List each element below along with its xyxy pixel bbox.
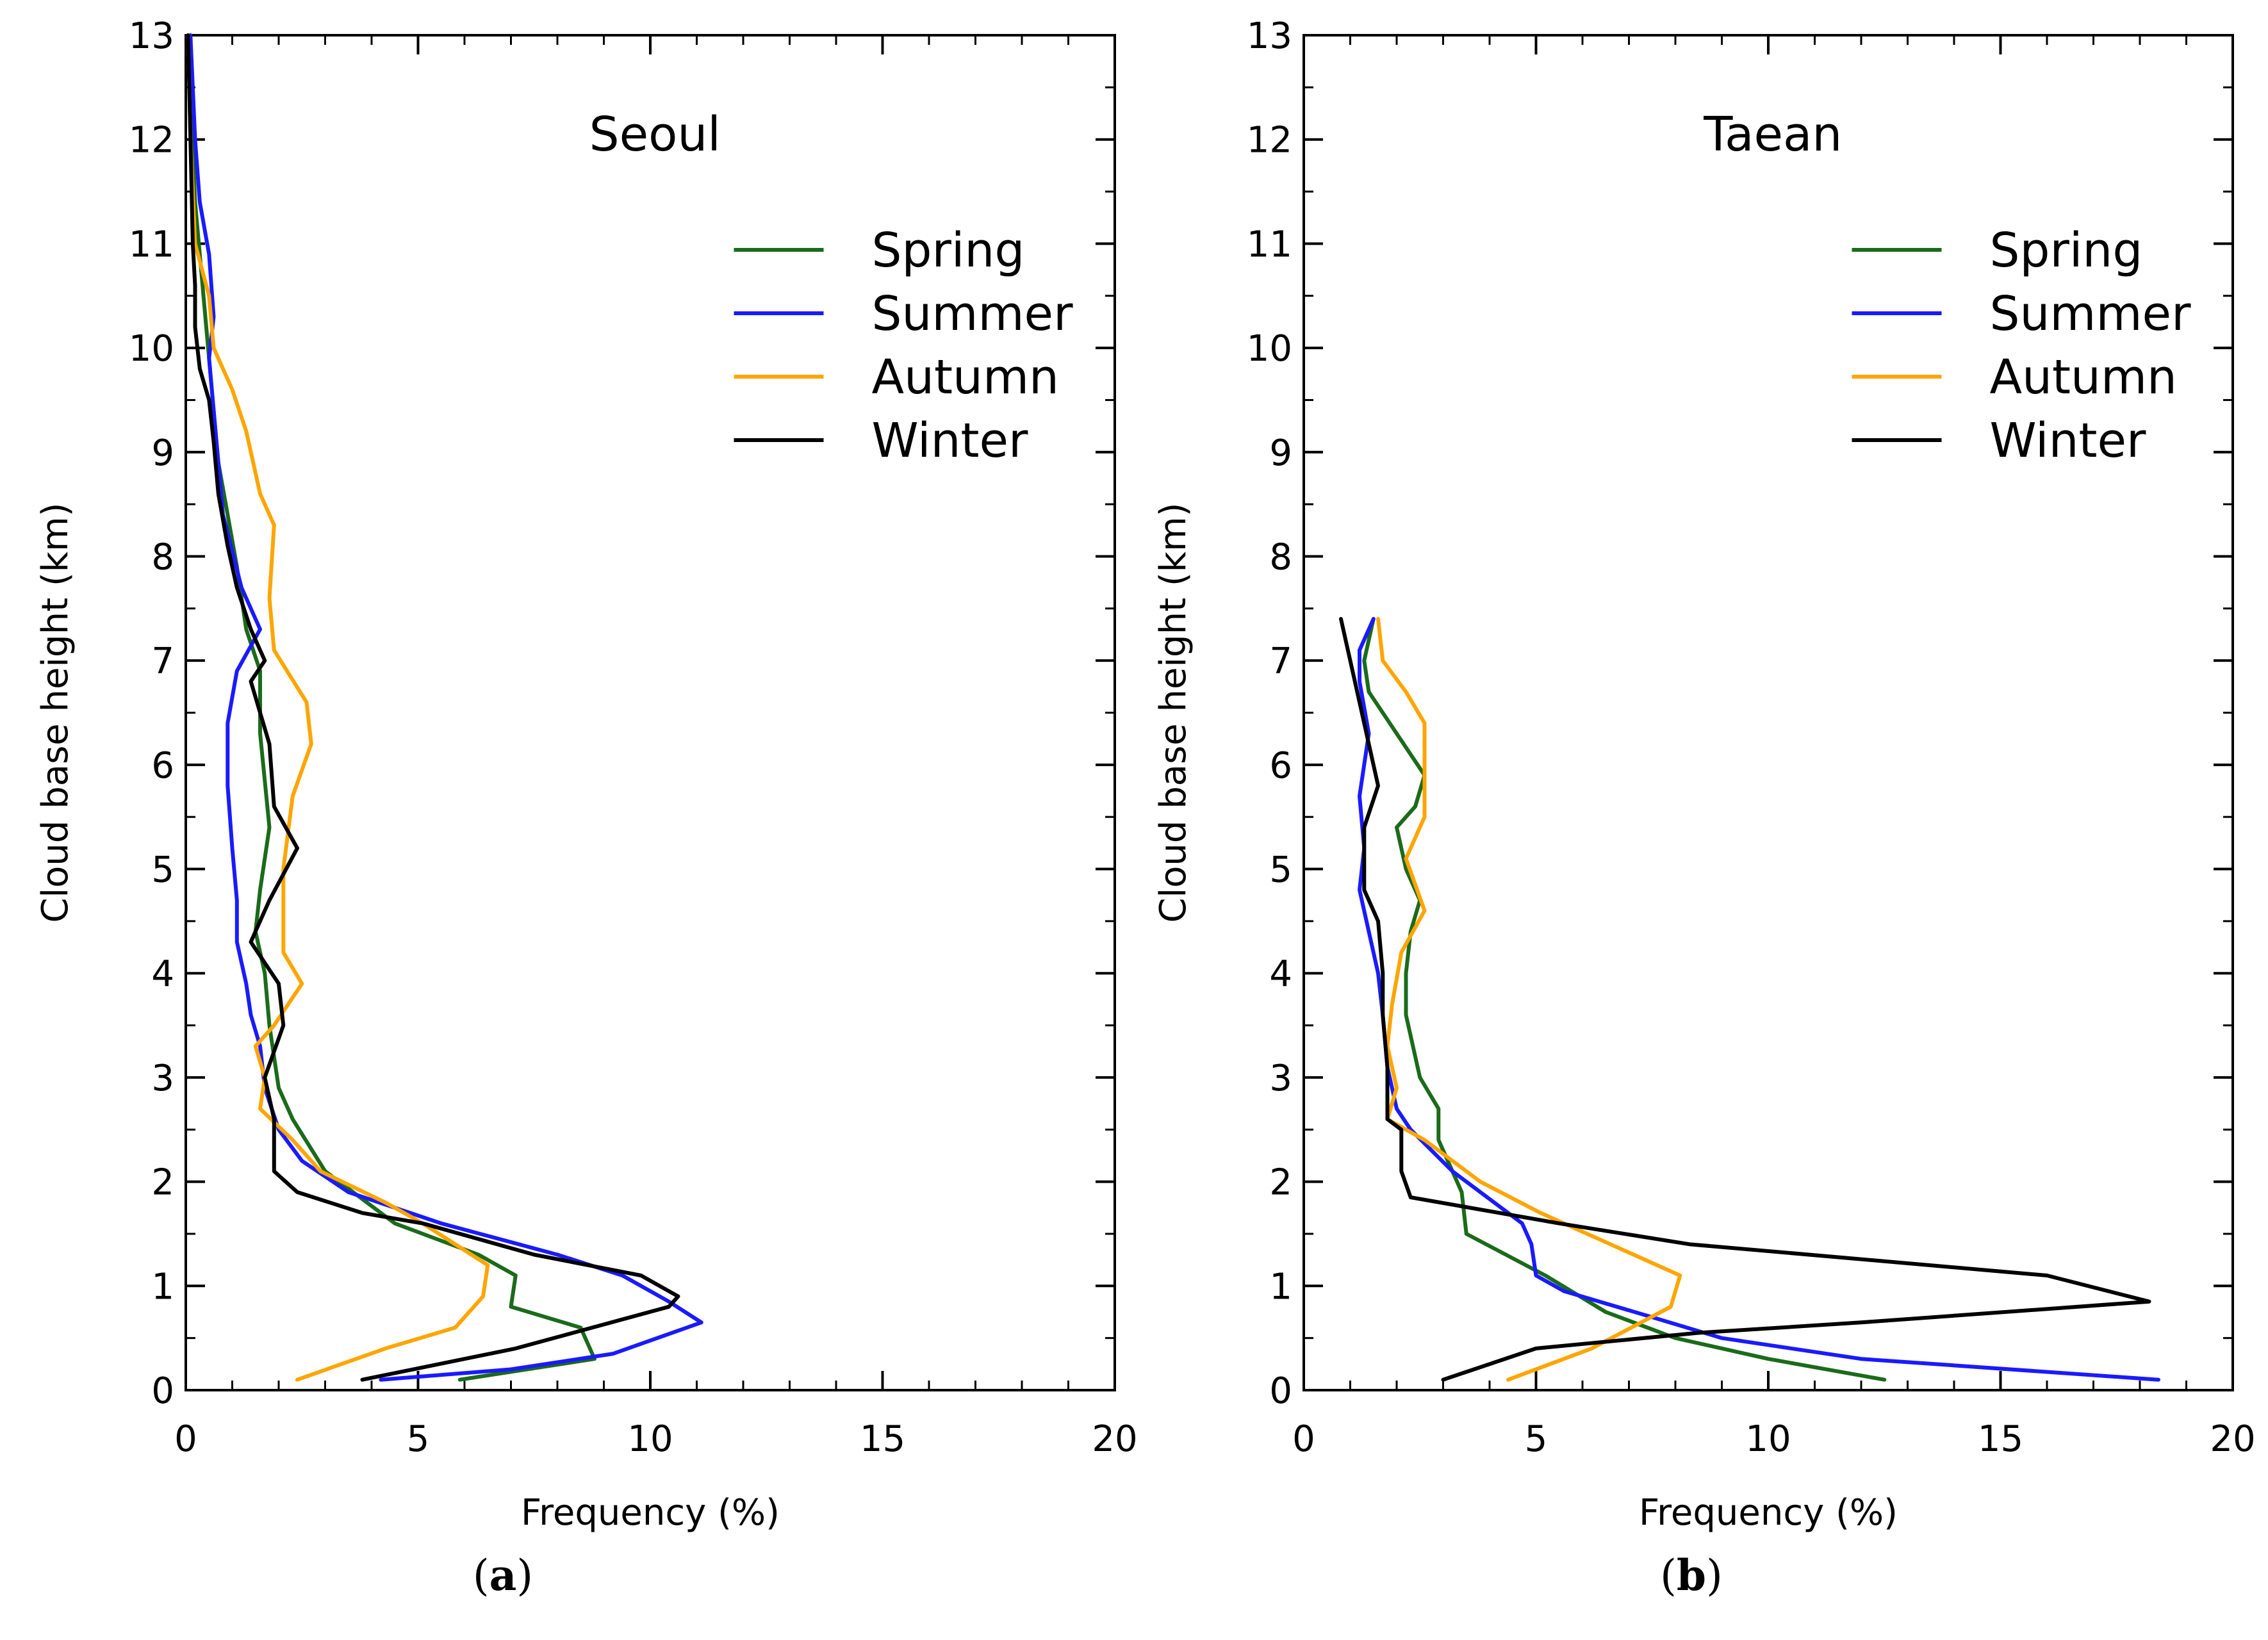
panel-b-legend-spring-label: Spring: [1990, 223, 2143, 278]
panel-a-ytick-label: 13: [129, 15, 174, 57]
panel-a-ytick-label: 1: [151, 1266, 174, 1308]
panel-b-ytick-label: 10: [1247, 328, 1292, 370]
panel-a-y-axis-label: Cloud base height (km): [35, 502, 76, 922]
panel-b-xtick-label: 0: [1292, 1418, 1315, 1460]
panel-a-series-autumn-line: [186, 33, 490, 1382]
panel-a-x-axis-label: Frequency (%): [521, 1492, 780, 1534]
panel-b-ytick-label: 1: [1269, 1266, 1292, 1308]
panel-b-caption: (b): [1660, 1550, 1723, 1600]
panel-b-ytick-label: 2: [1269, 1162, 1292, 1204]
panel-a-legend-spring-label: Spring: [872, 223, 1025, 278]
panel-a-ytick-label: 11: [129, 224, 174, 265]
panel-b-xtick-label: 5: [1525, 1418, 1548, 1460]
panel-a-ytick-label: 4: [151, 953, 174, 995]
panel-a-legend-autumn-label: Autumn: [872, 350, 1059, 405]
panel-b-xtick-label: 15: [1978, 1418, 2023, 1460]
panel-a-xtick-label: 20: [1092, 1418, 1137, 1460]
panel-a-ytick-label: 7: [151, 641, 174, 682]
panel-b-xtick-label: 20: [2210, 1418, 2255, 1460]
panel-b-series-spring-line: [1362, 617, 1887, 1382]
panel-a-ytick-label: 2: [151, 1162, 174, 1204]
panel-b-ytick-label: 7: [1269, 641, 1292, 682]
panel-b-legend-summer-label: Summer: [1990, 286, 2192, 341]
panel-a-ytick-label: 6: [151, 745, 174, 787]
panel-a-legend-summer-label: Summer: [872, 286, 1074, 341]
panel-b-ytick-label: 13: [1247, 15, 1292, 57]
panel-a-ytick-label: 9: [151, 432, 174, 474]
panel-a-title: Seoul: [589, 107, 721, 162]
panel-b-y-axis-label: Cloud base height (km): [1153, 502, 1194, 922]
panel-b-series-winter-line: [1339, 617, 2151, 1382]
panel-b-letter: b: [1676, 1550, 1707, 1600]
panel-a-ytick-label: 10: [129, 328, 174, 370]
panel-b-ytick-label: 0: [1269, 1370, 1292, 1412]
panel-a-series-summer-line: [188, 33, 703, 1382]
panel-a-legend-winter-label: Winter: [872, 413, 1029, 468]
panel-a-xtick-label: 0: [174, 1418, 197, 1460]
panel-b-ytick-label: 11: [1247, 224, 1292, 265]
panel-a-series-winter-line: [186, 33, 680, 1382]
panel-a-ytick-label: 12: [129, 120, 174, 161]
panel-b-ytick-label: 4: [1269, 953, 1292, 995]
panel-a-series-spring-line: [186, 33, 596, 1382]
panel-a-xtick-label: 10: [627, 1418, 673, 1460]
panel-b-series-summer-line: [1358, 617, 2160, 1382]
panel-a-letter: a: [489, 1550, 517, 1600]
panel-a-xtick-label: 5: [407, 1418, 430, 1460]
panel-b-ytick-label: 6: [1269, 745, 1292, 787]
panel-a-ytick-label: 5: [151, 849, 174, 891]
panel-a-caption: (a): [472, 1550, 534, 1600]
panel-a-ytick-label: 8: [151, 536, 174, 578]
panel-b-ytick-label: 8: [1269, 536, 1292, 578]
panel-b-ytick-label: 5: [1269, 849, 1292, 891]
panel-b-ytick-label: 12: [1247, 120, 1292, 161]
panel-b-xtick-label: 10: [1745, 1418, 1791, 1460]
panel-b-ytick-label: 9: [1269, 432, 1292, 474]
panel-a-xtick-label: 15: [860, 1418, 905, 1460]
panel-a-ytick-label: 0: [151, 1370, 174, 1412]
panel-b-legend-autumn-label: Autumn: [1990, 350, 2177, 405]
panel-b-x-axis-label: Frequency (%): [1639, 1492, 1898, 1534]
panel-b-title: Taean: [1703, 107, 1842, 162]
panel-b-ytick-label: 3: [1269, 1058, 1292, 1099]
panel-a-ytick-label: 3: [151, 1058, 174, 1099]
panel-b-legend-winter-label: Winter: [1990, 413, 2147, 468]
